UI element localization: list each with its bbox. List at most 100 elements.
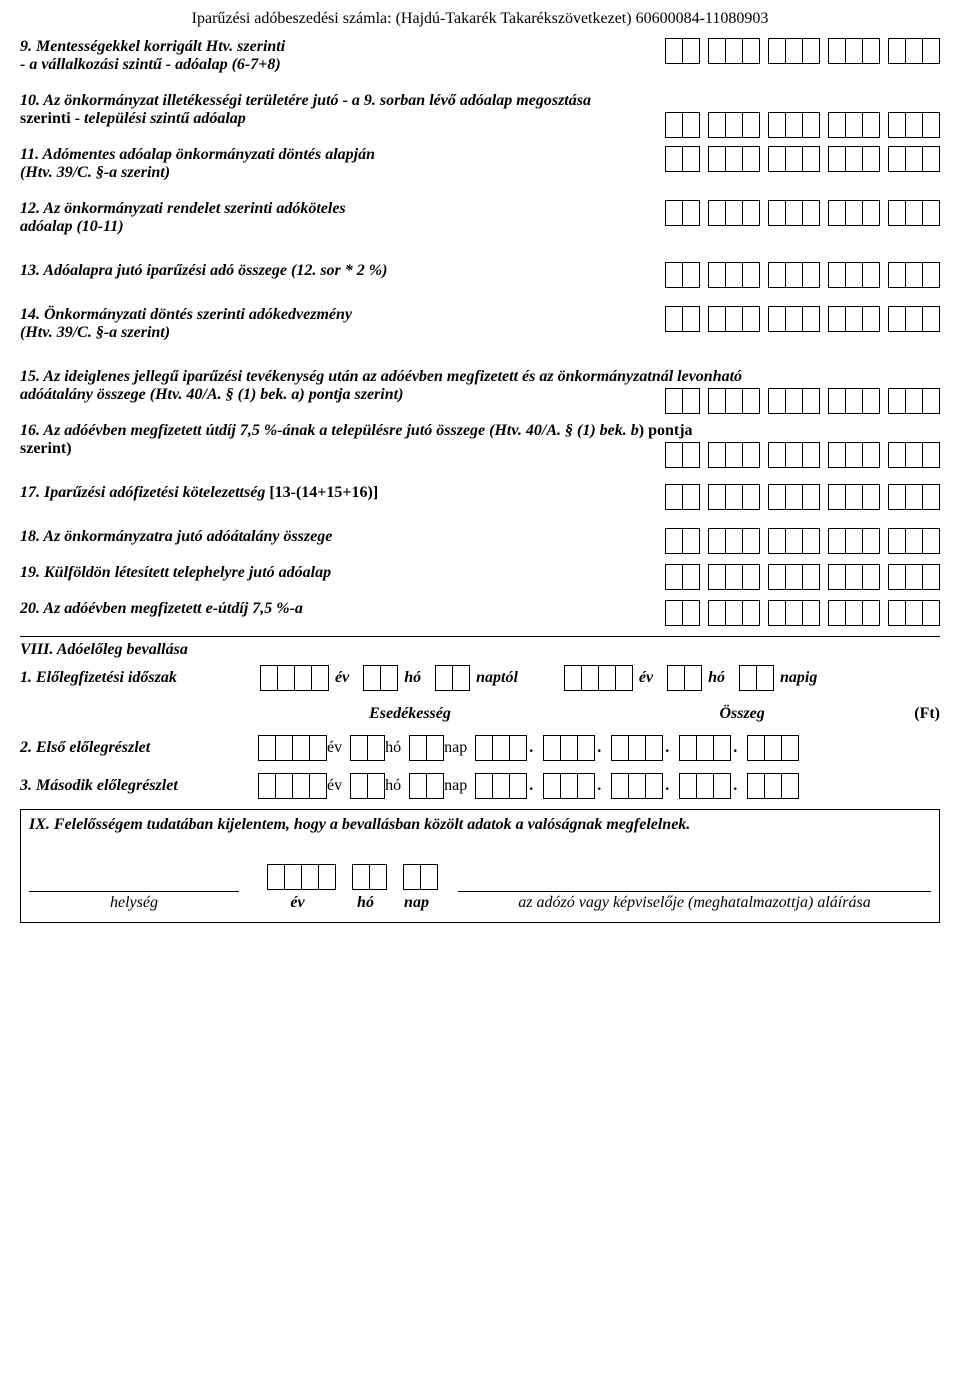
account-header: Iparűzési adóbeszedési számla: (Hajdú-Ta… (20, 10, 940, 28)
item-14-boxes[interactable] (657, 306, 940, 332)
item-10-line2a: szerinti - (20, 110, 84, 127)
row1-month-from[interactable] (355, 665, 398, 691)
ho-label-4: hó (385, 777, 401, 795)
item-14: 14. Önkormányzati döntés szerinti adóked… (20, 306, 940, 342)
naptol-label: naptól (476, 669, 518, 687)
item-9-boxes[interactable] (657, 38, 940, 64)
item-12-line1: 12. Az önkormányzati rendelet szerinti a… (20, 200, 346, 217)
item-15: 15. Az ideiglenes jellegű iparűzési tevé… (20, 368, 940, 404)
esedekesseg-header: Esedékesség (250, 705, 570, 723)
item-12: 12. Az önkormányzati rendelet szerinti a… (20, 200, 940, 236)
item-9: 9. Mentességekkel korrigált Htv. szerint… (20, 38, 940, 74)
sig-place: helység (29, 891, 239, 912)
ho-label-1: hó (404, 669, 421, 687)
item-10: 10. Az önkormányzat illetékességi terüle… (20, 92, 940, 128)
section-ix-text: IX. Felelősségem tudatában kijelentem, h… (29, 816, 931, 834)
item-11-line2: (Htv. 39/C. §-a szerint) (20, 164, 170, 181)
sig-signature: az adózó vagy képviselője (meghatalmazot… (458, 891, 931, 912)
item-19-boxes[interactable] (657, 564, 940, 590)
item-12-line2: adóalap (10-11) (20, 218, 124, 235)
row-2-first-advance: 2. Első előlegrészlet év hó nap . . . . (20, 735, 940, 761)
row2-amt5[interactable] (739, 735, 799, 761)
ev-label-4: év (327, 777, 342, 795)
osszeg-header: Összeg (719, 705, 764, 722)
row-1-label: 1. Előlegfizetési időszak (20, 669, 250, 687)
sig-year[interactable] (259, 864, 336, 890)
row-3-second-advance: 3. Második előlegrészlet év hó nap . . .… (20, 773, 940, 799)
row3-year[interactable] (250, 773, 327, 799)
item-10-boxes[interactable] (657, 112, 940, 138)
item-16-line2: szerint) (20, 440, 72, 457)
sig-date: év hó nap (259, 864, 438, 912)
item-17: 17. Iparűzési adófizetési kötelezettség … (20, 484, 940, 502)
item-20-boxes[interactable] (657, 600, 940, 626)
item-9-line2: - a vállalkozási szintű - adóalap (6-7+8… (20, 56, 281, 73)
item-14-line2: (Htv. 39/C. §-a szerint) (20, 324, 170, 341)
row3-day[interactable] (401, 773, 444, 799)
row3-month[interactable] (342, 773, 385, 799)
sig-text: az adózó vagy képviselője (meghatalmazot… (458, 894, 931, 912)
row3-amt3[interactable] (603, 773, 663, 799)
row1-day-from[interactable] (427, 665, 470, 691)
row2-amt2[interactable] (535, 735, 595, 761)
item-19-text: 19. Külföldön létesített telephelyre jut… (20, 564, 331, 581)
row1-month-to[interactable] (659, 665, 702, 691)
item-11: 11. Adómentes adóalap önkormányzati dönt… (20, 146, 940, 182)
item-13-text: 13. Adóalapra jutó iparűzési adó összege… (20, 262, 387, 279)
item-17-boxes[interactable] (657, 484, 940, 510)
item-19: 19. Külföldön létesített telephelyre jut… (20, 564, 940, 582)
row1-day-to[interactable] (731, 665, 774, 691)
row3-amt2[interactable] (535, 773, 595, 799)
row2-month[interactable] (342, 735, 385, 761)
row3-amt4[interactable] (671, 773, 731, 799)
section-viii-title: VIII. Adóelőleg bevallása (20, 641, 940, 659)
item-20: 20. Az adóévben megfizetett e-útdíj 7,5 … (20, 600, 940, 618)
sig-ev-label: év (259, 894, 336, 912)
section-ix: IX. Felelősségem tudatában kijelentem, h… (20, 809, 940, 923)
item-11-line1: 11. Adómentes adóalap önkormányzati dönt… (20, 146, 375, 163)
row2-amt4[interactable] (671, 735, 731, 761)
item-14-line1: 14. Önkormányzati döntés szerinti adóked… (20, 306, 352, 323)
row2-year[interactable] (250, 735, 327, 761)
item-16-line1a: 16. Az adóévben megfizetett útdíj 7,5 %-… (20, 422, 639, 439)
sig-nap-label: nap (395, 894, 438, 912)
item-10-line1: 10. Az önkormányzat illetékességi terüle… (20, 92, 591, 109)
item-16-boxes[interactable] (657, 442, 940, 468)
row1-year-from[interactable] (252, 665, 329, 691)
item-16: 16. Az adóévben megfizetett útdíj 7,5 %-… (20, 422, 940, 458)
ev-label-1: év (335, 669, 349, 687)
item-13-boxes[interactable] (657, 262, 940, 288)
item-10-line2b: települési szintű adóalap (84, 110, 246, 127)
row3-amt1[interactable] (467, 773, 527, 799)
napig-label: napig (780, 669, 817, 687)
item-17-text-b: [13-(14+15+16)] (269, 484, 378, 501)
item-15-line2: adóátalány összege (Htv. 40/A. § (1) bek… (20, 386, 403, 403)
item-12-boxes[interactable] (657, 200, 940, 226)
item-18: 18. Az önkormányzatra jutó adóátalány ös… (20, 528, 940, 546)
section-viii: VIII. Adóelőleg bevallása 1. Előlegfizet… (20, 636, 940, 799)
row2-day[interactable] (401, 735, 444, 761)
row2-amt1[interactable] (467, 735, 527, 761)
helyseg-label: helység (29, 894, 239, 912)
item-13: 13. Adóalapra jutó iparűzési adó összege… (20, 262, 940, 280)
sig-month[interactable] (344, 864, 387, 890)
item-11-boxes[interactable] (657, 146, 940, 172)
row3-amt5[interactable] (739, 773, 799, 799)
row1-year-to[interactable] (556, 665, 633, 691)
row-1-period: 1. Előlegfizetési időszak év hó naptól é… (20, 665, 940, 691)
item-15-boxes[interactable] (657, 388, 940, 414)
ev-label-3: év (327, 739, 342, 757)
item-18-boxes[interactable] (657, 528, 940, 554)
amount-header: Esedékesség Összeg (Ft) (20, 705, 940, 723)
row2-amt3[interactable] (603, 735, 663, 761)
item-9-line1: 9. Mentességekkel korrigált Htv. szerint… (20, 38, 285, 55)
row-2-label: 2. Első előlegrészlet (20, 739, 250, 757)
nap-label-1: nap (444, 739, 467, 757)
sig-ho-label: hó (344, 894, 387, 912)
ft-label: (Ft) (914, 705, 940, 723)
ho-label-3: hó (385, 739, 401, 757)
item-20-text: 20. Az adóévben megfizetett e-útdíj 7,5 … (20, 600, 303, 617)
item-16-line1b: ) pontja (639, 422, 693, 439)
ho-label-2: hó (708, 669, 725, 687)
sig-day[interactable] (395, 864, 438, 890)
